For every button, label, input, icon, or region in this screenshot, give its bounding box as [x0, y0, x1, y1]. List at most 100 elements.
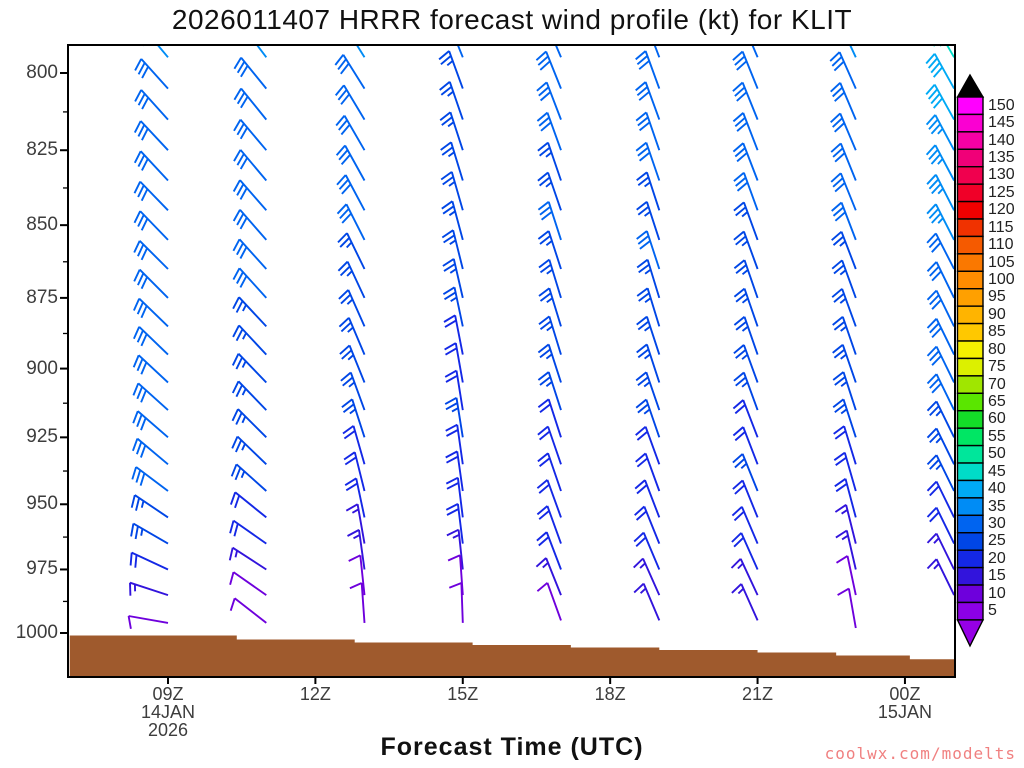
wind-barb [134, 89, 169, 121]
colorbar-box [956, 462, 984, 482]
colorbar-box [956, 253, 984, 272]
wind-barb [334, 54, 366, 90]
wind-barb [926, 532, 955, 570]
wind-barb [337, 260, 366, 299]
wind-barb [129, 551, 169, 571]
terrain-profile [69, 635, 955, 677]
wind-barb [829, 51, 857, 89]
wind-barb [141, 45, 169, 58]
wind-barb [230, 463, 267, 492]
colorbar-box [956, 218, 984, 238]
wind-barb [345, 503, 366, 544]
wind-barb [440, 171, 464, 211]
wind-barb [336, 174, 366, 211]
wind-barb [132, 354, 169, 384]
y-tick-label: 900 [26, 357, 58, 379]
wind-barb [831, 201, 857, 241]
colorbar-label: 30 [988, 515, 1006, 533]
colorbar-box [956, 532, 984, 551]
wind-barb [338, 317, 366, 355]
colorbar-label: 120 [988, 201, 1015, 219]
wind-barb [232, 296, 267, 328]
colorbar-label: 10 [988, 584, 1006, 602]
wind-barb [635, 371, 661, 411]
wind-barb [537, 141, 562, 181]
wind-barb [133, 297, 169, 328]
wind-barb [538, 315, 562, 355]
wind-barb [831, 259, 857, 299]
wind-barb [127, 615, 169, 629]
wind-barb [133, 120, 169, 151]
wind-barb [344, 477, 366, 518]
wind-barb [445, 450, 464, 492]
wind-barb [232, 209, 268, 241]
wind-barb [832, 316, 857, 355]
wind-barb [633, 557, 661, 596]
y-tick-label: 1000 [15, 622, 58, 643]
colorbar-box [956, 497, 984, 517]
wind-barb [446, 528, 464, 570]
wind-barb [535, 557, 562, 596]
wind-barb [926, 174, 955, 211]
wind-barb [925, 144, 955, 181]
wind-barb [926, 289, 955, 327]
x-tick-sublabel: 14JAN [140, 702, 196, 722]
wind-barb [536, 582, 562, 621]
wind-barb [730, 558, 759, 596]
wind-barb [925, 53, 955, 90]
colorbar-label: 75 [988, 358, 1006, 376]
wind-barb [132, 410, 169, 439]
wind-barb [133, 268, 169, 299]
wind-barb [439, 111, 464, 151]
colorbar-label: 95 [988, 288, 1006, 306]
colorbar-label: 135 [988, 149, 1015, 166]
colorbar-box [956, 410, 984, 429]
wind-barb [338, 289, 366, 327]
wind-barb [230, 491, 267, 519]
wind-barb [347, 529, 366, 570]
wind-barb [635, 111, 661, 151]
wind-barb [733, 316, 759, 355]
colorbar-label: 110 [988, 236, 1014, 254]
wind-barb [832, 343, 857, 383]
wind-barb [133, 240, 169, 270]
colorbar-label: 60 [988, 410, 1006, 428]
wind-barb [441, 229, 464, 270]
wind-barb [831, 288, 857, 327]
wind-barb [535, 50, 562, 89]
wind-barb [636, 258, 661, 299]
wind-barb [926, 400, 955, 438]
colorbar-label: 65 [988, 393, 1006, 411]
wind-barb [131, 466, 169, 492]
wind-barb [635, 141, 661, 181]
wind-barb [132, 382, 169, 411]
wind-barb [751, 45, 759, 58]
wind-barb [445, 476, 464, 518]
colorbar-under-triangle [956, 619, 985, 648]
wind-barb [233, 87, 268, 121]
wind-barb [336, 203, 366, 241]
colorbar-label: 50 [988, 445, 1006, 463]
x-tick-sublabel: 2026 [147, 720, 189, 740]
wind-barb [233, 149, 268, 182]
colorbar-box [956, 444, 984, 464]
colorbar-box [956, 288, 984, 307]
wind-barb [231, 353, 267, 384]
colorbar-box [956, 566, 984, 586]
wind-barb [132, 437, 169, 466]
wind-barb [537, 343, 562, 383]
x-tick-sublabel: 15JAN [877, 702, 932, 722]
wind-barb [334, 84, 366, 121]
wind-barb [733, 201, 759, 241]
wind-barb [130, 494, 169, 519]
wind-barb [636, 201, 661, 241]
wind-barb [231, 380, 267, 411]
colorbar-label: 130 [988, 166, 1015, 184]
wind-barb [341, 398, 366, 438]
wind-barb [448, 582, 464, 623]
watermark-text: coolwx.com/modelts [824, 744, 1016, 763]
wind-barb [232, 267, 268, 299]
wind-barb [445, 503, 464, 544]
wind-barb [536, 479, 562, 518]
